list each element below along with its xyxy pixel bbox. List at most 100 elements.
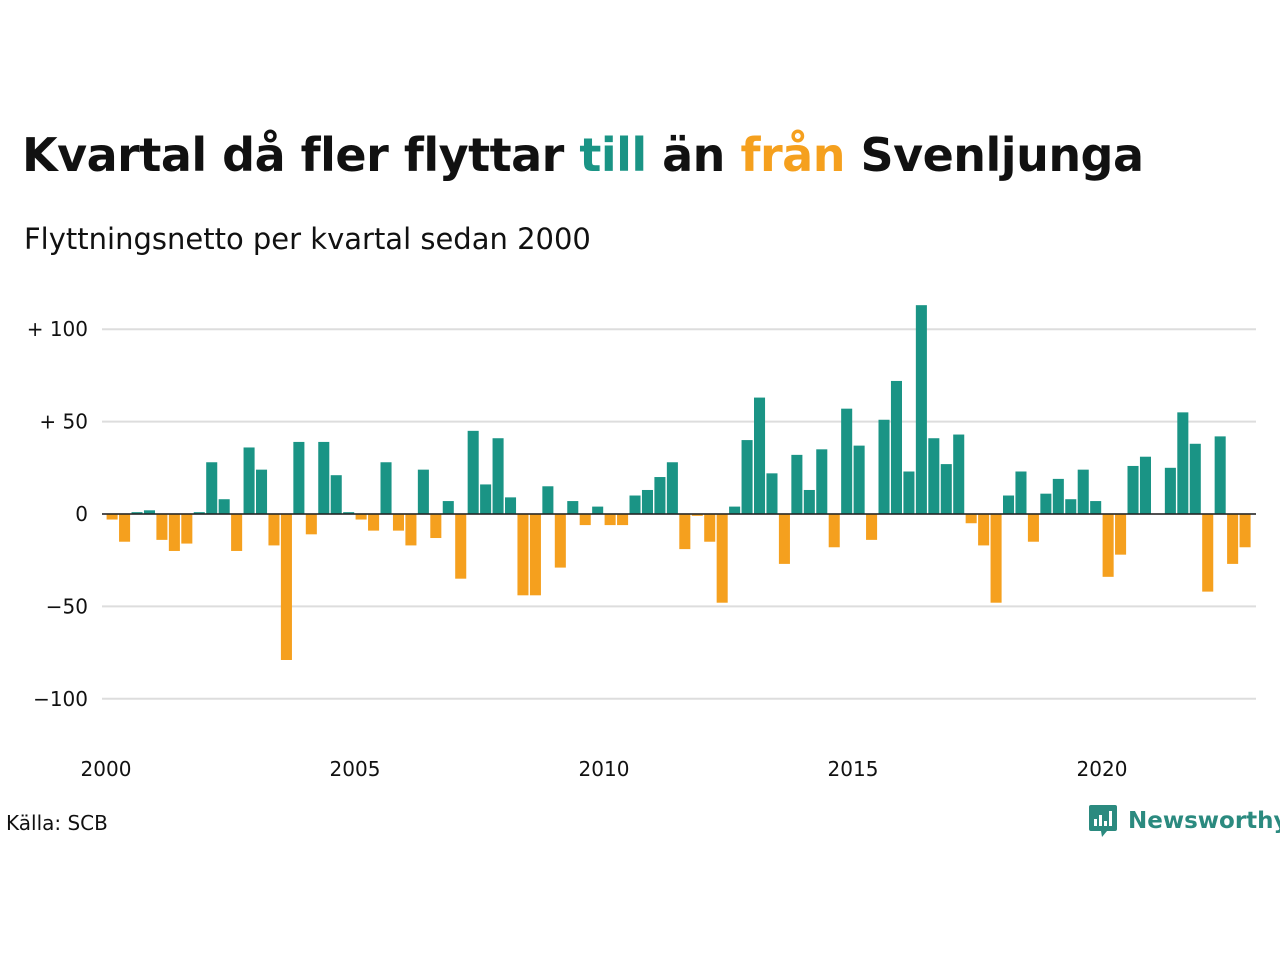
bar	[505, 497, 517, 514]
x-tick-label: 2000	[81, 757, 132, 781]
bar	[592, 506, 604, 514]
bar	[641, 489, 653, 514]
bar	[231, 514, 243, 551]
bar	[890, 380, 902, 514]
x-tick-label: 2005	[330, 757, 381, 781]
y-tick-label: 0	[75, 502, 88, 526]
bar	[268, 514, 280, 546]
bar	[1139, 456, 1151, 514]
bar	[803, 489, 815, 514]
bar	[928, 438, 940, 514]
bar	[841, 408, 853, 514]
bar	[741, 440, 753, 514]
bar	[517, 514, 529, 596]
bar	[1177, 412, 1189, 514]
bar	[778, 514, 790, 564]
newsworthy-logo-icon	[1089, 805, 1117, 837]
bar	[318, 441, 330, 514]
y-tick-label: + 50	[39, 410, 88, 434]
bar	[1040, 493, 1052, 514]
bar	[816, 449, 828, 514]
title-highlight-out: från	[740, 128, 845, 182]
bar	[1077, 469, 1089, 514]
bar	[554, 514, 566, 568]
title-part-3: Svenljunga	[844, 128, 1144, 182]
bar	[243, 447, 255, 514]
bar	[953, 434, 965, 514]
bar	[1214, 436, 1226, 514]
bar	[542, 486, 554, 514]
y-tick-label: + 100	[27, 317, 88, 341]
bar	[629, 495, 641, 514]
bar	[828, 514, 840, 548]
bar	[256, 469, 268, 514]
title-part-2: än	[646, 128, 741, 182]
bar	[1027, 514, 1039, 542]
bar	[729, 506, 741, 514]
bar	[305, 514, 317, 535]
bar	[654, 477, 666, 514]
bar	[392, 514, 404, 531]
bar	[156, 514, 168, 540]
bar	[430, 514, 442, 539]
chart-subtitle: Flyttningsnetto per kvartal sedan 2000	[24, 222, 591, 256]
bar	[1090, 501, 1102, 514]
bar	[355, 514, 367, 520]
bar	[567, 501, 579, 514]
bar	[1052, 478, 1064, 514]
bar	[293, 441, 305, 514]
bar	[1227, 514, 1239, 564]
bar	[193, 512, 205, 514]
bar	[878, 419, 890, 514]
x-tick-label: 2010	[579, 757, 630, 781]
bar	[467, 430, 479, 514]
bar	[1015, 471, 1027, 514]
bar	[990, 514, 1002, 603]
bar	[1164, 467, 1176, 514]
title-part-1: Kvartal då fler flyttar	[22, 128, 580, 182]
bar	[965, 514, 977, 524]
bar	[106, 514, 118, 520]
bar	[131, 512, 143, 514]
bar	[119, 514, 131, 542]
bar	[940, 464, 952, 514]
bar	[218, 499, 230, 514]
bar	[1115, 514, 1127, 555]
bar	[1127, 465, 1139, 514]
y-tick-label: −100	[33, 687, 88, 711]
brand-logo: Newsworthy	[1088, 803, 1280, 839]
bar	[766, 473, 778, 514]
bar	[579, 514, 591, 526]
bar	[280, 514, 292, 660]
bar	[604, 514, 616, 526]
bar	[1239, 514, 1251, 548]
bar	[754, 397, 766, 514]
bar	[1102, 514, 1114, 577]
x-tick-label: 2015	[828, 757, 879, 781]
bar	[417, 469, 429, 514]
bar	[181, 514, 193, 544]
bar	[405, 514, 417, 546]
bar	[529, 514, 541, 596]
brand-name: Newsworthy	[1128, 808, 1280, 834]
y-tick-label: −50	[46, 594, 88, 618]
bar	[679, 514, 691, 550]
bar	[168, 514, 180, 551]
bar	[1065, 499, 1077, 514]
bar	[666, 462, 678, 514]
bar	[978, 514, 990, 546]
bar	[853, 445, 865, 514]
source-note: Källa: SCB	[6, 811, 108, 835]
bar	[691, 514, 703, 516]
bar	[330, 475, 342, 514]
bar	[143, 510, 155, 514]
bar	[1189, 443, 1201, 514]
bar	[617, 514, 629, 526]
bar	[343, 512, 355, 514]
bar	[791, 454, 803, 514]
x-tick-label: 2020	[1077, 757, 1128, 781]
bar	[480, 484, 492, 514]
bar	[1003, 495, 1015, 514]
bar	[716, 514, 728, 603]
bar	[903, 471, 915, 514]
